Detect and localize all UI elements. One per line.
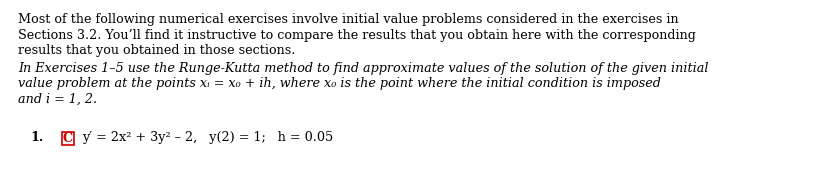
Text: In Exercises 1–5 use the Runge-Kutta method to find approximate values of the so: In Exercises 1–5 use the Runge-Kutta met… — [18, 61, 708, 74]
Text: C: C — [63, 132, 73, 145]
Bar — [62, 132, 74, 145]
Text: y′ = 2x² + 3y² – 2,   y(2) = 1;   h = 0.05: y′ = 2x² + 3y² – 2, y(2) = 1; h = 0.05 — [82, 131, 332, 144]
Text: Sections 3.2. You’ll find it instructive to compare the results that you obtain : Sections 3.2. You’ll find it instructive… — [18, 29, 695, 42]
Text: and i = 1, 2.: and i = 1, 2. — [18, 92, 97, 106]
Text: 1.: 1. — [30, 131, 43, 144]
Text: Most of the following numerical exercises involve initial value problems conside: Most of the following numerical exercise… — [18, 13, 678, 26]
Text: value problem at the points xᵢ = x₀ + ih, where x₀ is the point where the initia: value problem at the points xᵢ = x₀ + ih… — [18, 77, 660, 90]
Text: results that you obtained in those sections.: results that you obtained in those secti… — [18, 44, 295, 57]
